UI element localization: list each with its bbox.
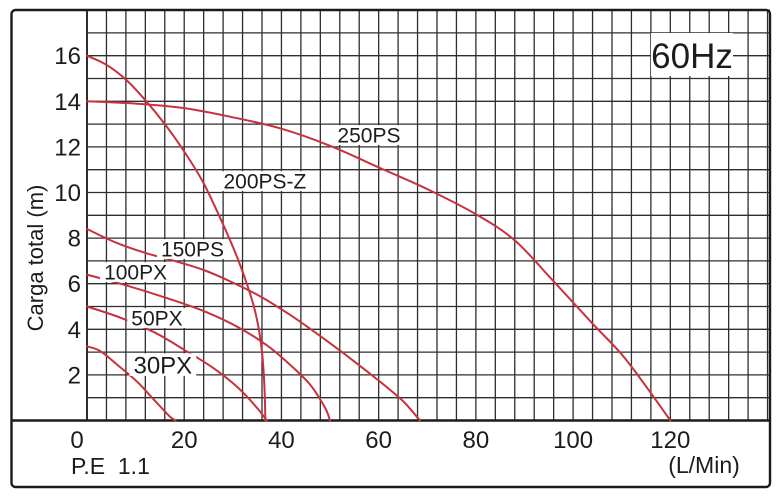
y-tick-label: 16 xyxy=(54,43,81,70)
curve-label-group-150ps: 150PS xyxy=(156,239,229,262)
y-axis-title: Carga total (m) xyxy=(23,185,48,332)
frequency-badge: 60Hz xyxy=(651,33,733,76)
curve-label-group-50px: 50PX xyxy=(127,308,187,331)
y-tick-label: 6 xyxy=(68,271,81,298)
y-tick-label: 8 xyxy=(68,226,81,253)
x-tick-label: 20 xyxy=(171,427,198,454)
curve-label-bg xyxy=(129,353,197,376)
y-tick-label: 4 xyxy=(68,317,81,344)
frequency-badge-bg xyxy=(651,33,733,76)
y-tick-label: 14 xyxy=(54,89,81,116)
curve-label-group-100px: 100PX xyxy=(100,262,172,285)
curve-label-bg xyxy=(156,239,229,259)
x-tick-label: 120 xyxy=(650,427,690,454)
x-tick-label: 80 xyxy=(463,427,490,454)
curve-100px xyxy=(86,273,331,422)
curve-label-bg xyxy=(127,308,187,328)
x-axis-unit-label: (L/Min) xyxy=(668,452,740,478)
curve-150ps xyxy=(86,228,421,422)
y-tick-label: 2 xyxy=(68,362,81,389)
grid xyxy=(11,9,770,422)
curve-250ps xyxy=(86,100,672,422)
curve-label-bg xyxy=(333,125,405,145)
footnote-label: P.E 1.1 xyxy=(71,453,150,479)
curve-label-bg xyxy=(219,171,311,191)
curve-30px xyxy=(86,345,177,422)
x-tick-label: 40 xyxy=(268,427,295,454)
curve-label-bg xyxy=(100,262,172,282)
curve-label-50px: 50PX xyxy=(131,308,182,331)
curve-label-group-30px: 30PX xyxy=(129,352,197,379)
curve-label-group-200ps-z: 200PS-Z xyxy=(219,171,311,194)
curve-label-group-250ps: 250PS xyxy=(333,125,405,148)
x-tick-label: 0 xyxy=(70,427,83,454)
frequency-label: 60Hz xyxy=(651,37,733,76)
x-tick-label: 60 xyxy=(365,427,392,454)
curve-label-30px: 30PX xyxy=(133,352,192,379)
y-tick-label: 10 xyxy=(54,180,81,207)
y-tick-label: 12 xyxy=(54,134,81,161)
curves xyxy=(86,54,672,422)
curve-label-100px: 100PX xyxy=(104,262,167,285)
chart-frame-border xyxy=(10,8,772,489)
curve-50px xyxy=(86,305,268,422)
curve-label-200ps-z: 200PS-Z xyxy=(223,171,306,194)
x-tick-label: 100 xyxy=(553,427,593,454)
axis-tick-labels: 0 20 40 60 80 100 120 2 4 6 8 10 12 14 16 xyxy=(54,43,690,454)
curve-200ps-z xyxy=(86,54,267,422)
curve-label-250ps: 250PS xyxy=(337,125,400,148)
curve-label-150ps: 150PS xyxy=(161,239,224,262)
